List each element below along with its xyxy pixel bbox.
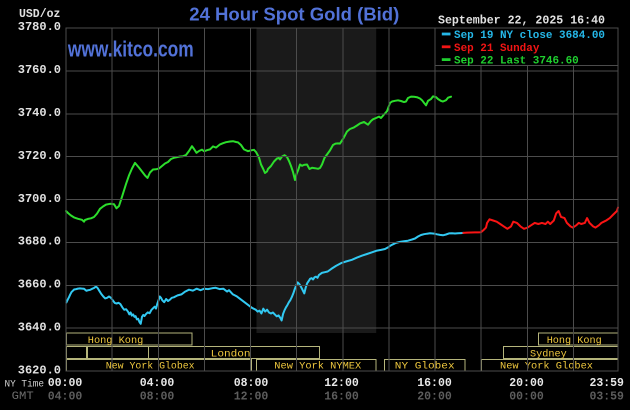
svg-text:3680.0: 3680.0 [18,235,61,249]
svg-text:NY Time: NY Time [5,379,45,391]
svg-text:16:00: 16:00 [324,391,359,404]
svg-text:GMT: GMT [12,391,34,403]
svg-text:Sep 19 NY close 3684.00: Sep 19 NY close 3684.00 [454,30,605,42]
svg-text:3780.0: 3780.0 [18,20,61,34]
svg-text:3740.0: 3740.0 [18,106,61,120]
svg-text:20:00: 20:00 [509,377,544,390]
svg-text:3720.0: 3720.0 [18,149,61,163]
svg-text:3620.0: 3620.0 [18,363,61,377]
svg-text:00:00: 00:00 [48,377,83,390]
svg-text:New York Globex: New York Globex [106,361,195,373]
svg-text:03:59: 03:59 [589,391,624,404]
svg-text:3760.0: 3760.0 [18,63,61,77]
svg-text:September 22, 2025 16:40: September 22, 2025 16:40 [438,14,605,27]
svg-text:12:00: 12:00 [324,377,359,390]
svg-text:Hong Kong: Hong Kong [88,335,144,347]
svg-text:20:00: 20:00 [417,391,452,404]
svg-text:24 Hour Spot Gold (Bid): 24 Hour Spot Gold (Bid) [189,4,399,25]
svg-text:08:00: 08:00 [140,391,175,404]
svg-text:Sep 22 Last 3746.60: Sep 22 Last 3746.60 [454,56,579,68]
svg-text:3700.0: 3700.0 [18,192,61,206]
svg-text:NY Globex: NY Globex [395,361,455,373]
svg-text:00:00: 00:00 [509,391,544,404]
svg-text:3640.0: 3640.0 [18,320,61,334]
svg-text:16:00: 16:00 [417,377,452,390]
svg-text:New York Globex: New York Globex [500,361,593,373]
svg-text:Hong Kong: Hong Kong [547,335,602,347]
svg-text:Sep 21 Sunday: Sep 21 Sunday [454,43,540,55]
svg-text:London: London [211,348,251,360]
svg-text:New York NYMEX: New York NYMEX [274,361,362,373]
svg-text:Sydney: Sydney [530,348,567,360]
svg-text:08:00: 08:00 [234,377,269,390]
svg-text:12:00: 12:00 [234,391,269,404]
svg-text:3660.0: 3660.0 [18,278,61,292]
svg-text:04:00: 04:00 [48,391,83,404]
svg-text:04:00: 04:00 [140,377,175,390]
svg-text:USD/oz: USD/oz [19,8,61,21]
svg-text:www.kitco.com: www.kitco.com [67,36,194,61]
svg-text:23:59: 23:59 [589,377,624,390]
